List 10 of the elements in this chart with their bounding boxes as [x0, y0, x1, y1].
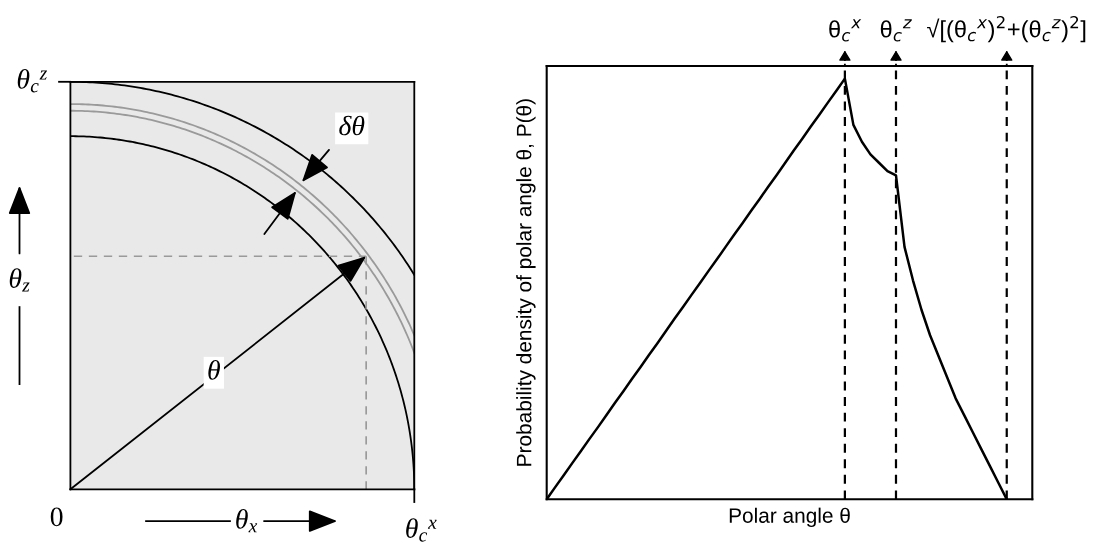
- y-axis-title: Probability density of polar angle θ, P(θ): [516, 99, 536, 466]
- text: δθ: [339, 115, 365, 136]
- text: 0: [50, 507, 63, 527]
- text: θ: [208, 360, 220, 380]
- text: θ$_{z}$: [9, 268, 30, 292]
- category-label: √[(θ$_{c}$$^{x}$)$^{2}$+(θ$_{c}$$^{z}$)$^{2}$]: [927, 15, 1086, 43]
- x-axis-title: Polar angle θ: [729, 507, 850, 528]
- text: θ$_{c}$$^{z}$: [17, 69, 48, 93]
- text: θ$_{x}$: [236, 509, 258, 533]
- text: θ$_{c}$$^{x}$: [406, 518, 437, 542]
